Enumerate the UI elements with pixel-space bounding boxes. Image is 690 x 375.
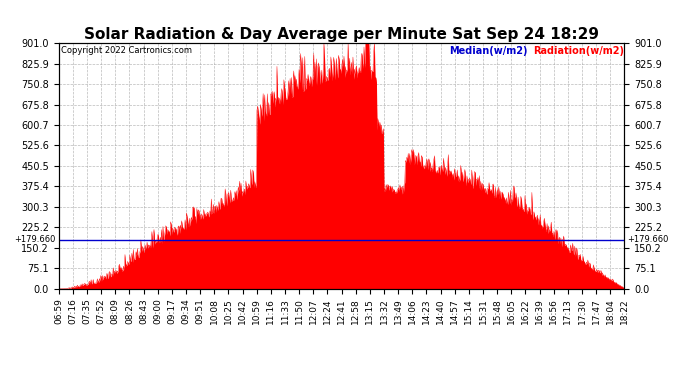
Text: +179.660: +179.660 bbox=[14, 235, 56, 244]
Text: Copyright 2022 Cartronics.com: Copyright 2022 Cartronics.com bbox=[61, 46, 193, 55]
Text: Radiation(w/m2): Radiation(w/m2) bbox=[533, 46, 624, 56]
Text: +179.660: +179.660 bbox=[627, 235, 669, 244]
Text: Median(w/m2): Median(w/m2) bbox=[448, 46, 527, 56]
Title: Solar Radiation & Day Average per Minute Sat Sep 24 18:29: Solar Radiation & Day Average per Minute… bbox=[84, 27, 599, 42]
